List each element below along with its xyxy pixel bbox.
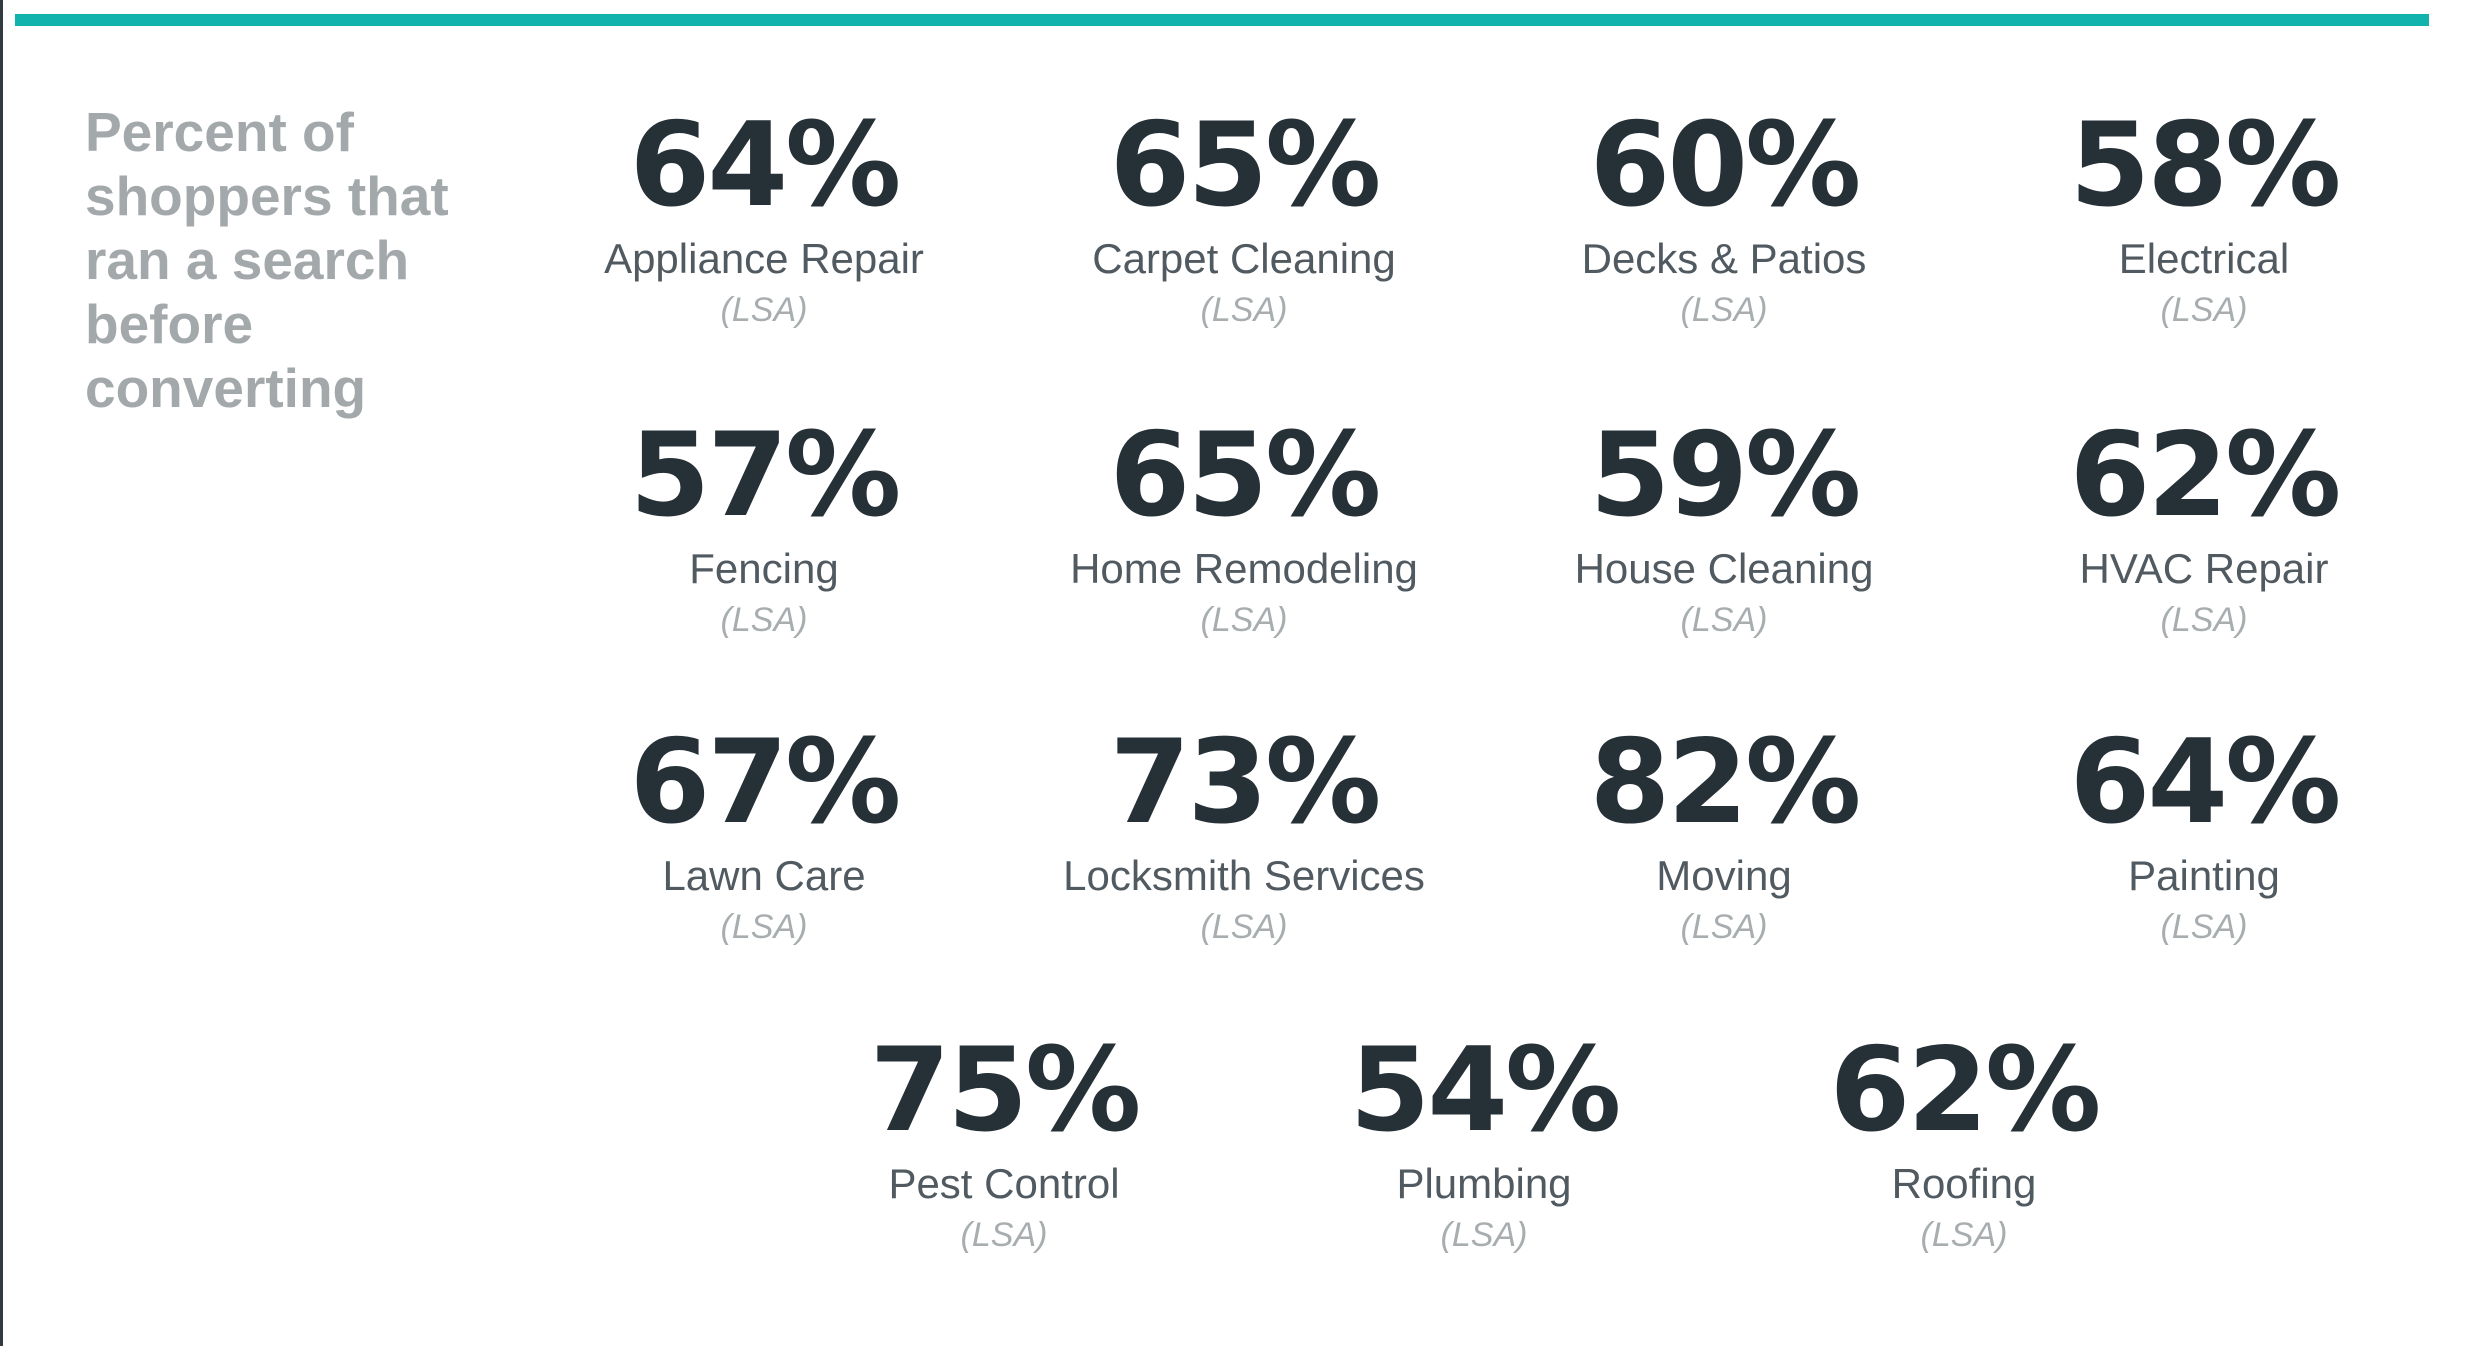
stat-note: (LSA) [2160,908,2248,946]
stat-note: (LSA) [1200,601,1288,639]
stat-value: 67% [629,715,902,850]
stat-label: Lawn Care [662,852,866,899]
stat-label: Home Remodeling [1070,545,1418,592]
stat-hvac-repair: 62% HVAC Repair (LSA) [1964,410,2444,646]
stat-house-cleaning: 59% House Cleaning (LSA) [1484,410,1964,646]
stat-value: 65% [1109,98,1382,233]
stat-pest-control: 75% Pest Control (LSA) [764,1025,1244,1261]
stat-moving: 82% Moving (LSA) [1484,717,1964,953]
stat-value: 62% [1829,1023,2102,1158]
stat-note: (LSA) [2160,291,2248,329]
stat-note: (LSA) [720,291,808,329]
stat-label: House Cleaning [1574,545,1874,592]
stat-note: (LSA) [1680,601,1768,639]
stat-note: (LSA) [1680,291,1768,329]
stat-roofing: 62% Roofing (LSA) [1724,1025,2204,1261]
stat-value: 75% [869,1023,1142,1158]
stat-value: 62% [2069,408,2342,543]
stat-label: Appliance Repair [604,235,924,282]
stat-lawn-care: 67% Lawn Care (LSA) [524,717,1004,953]
stat-value: 73% [1109,715,1382,850]
stat-note: (LSA) [720,908,808,946]
stat-label: Moving [1656,852,1792,899]
stat-label: Pest Control [888,1160,1120,1207]
stat-label: Electrical [2118,235,2290,282]
stat-note: (LSA) [1680,908,1768,946]
stat-value: 54% [1349,1023,1622,1158]
stat-locksmith-services: 73% Locksmith Services (LSA) [1004,717,1484,953]
stat-note: (LSA) [720,601,808,639]
stat-value: 59% [1589,408,1862,543]
stat-note: (LSA) [1440,1216,1528,1254]
stat-note: (LSA) [1200,908,1288,946]
stat-label: Painting [2128,852,2280,899]
stat-value: 64% [2069,715,2342,850]
stat-value: 82% [1589,715,1862,850]
stat-appliance-repair: 64% Appliance Repair (LSA) [524,100,1004,336]
stat-label: Plumbing [1396,1160,1572,1207]
stat-label: Roofing [1891,1160,2037,1207]
stat-value: 64% [629,98,902,233]
stat-value: 58% [2069,98,2342,233]
stat-value: 60% [1589,98,1862,233]
stat-home-remodeling: 65% Home Remodeling (LSA) [1004,410,1484,646]
stat-electrical: 58% Electrical (LSA) [1964,100,2444,336]
stat-fencing: 57% Fencing (LSA) [524,410,1004,646]
stat-carpet-cleaning: 65% Carpet Cleaning (LSA) [1004,100,1484,336]
stat-note: (LSA) [2160,601,2248,639]
accent-bar [15,14,2429,26]
stat-note: (LSA) [1920,1216,2008,1254]
stat-value: 57% [629,408,902,543]
stat-value: 65% [1109,408,1382,543]
page-title: Percent of shoppers that ran a search be… [85,101,449,419]
stat-label: Decks & Patios [1581,235,1867,282]
stat-label: HVAC Repair [2079,545,2329,592]
stat-label: Carpet Cleaning [1092,235,1396,282]
stat-painting: 64% Painting (LSA) [1964,717,2444,953]
stat-note: (LSA) [960,1216,1048,1254]
stat-label: Fencing [689,545,839,592]
stat-plumbing: 54% Plumbing (LSA) [1244,1025,1724,1261]
stat-note: (LSA) [1200,291,1288,329]
stat-label: Locksmith Services [1063,852,1425,899]
stat-decks-patios: 60% Decks & Patios (LSA) [1484,100,1964,336]
